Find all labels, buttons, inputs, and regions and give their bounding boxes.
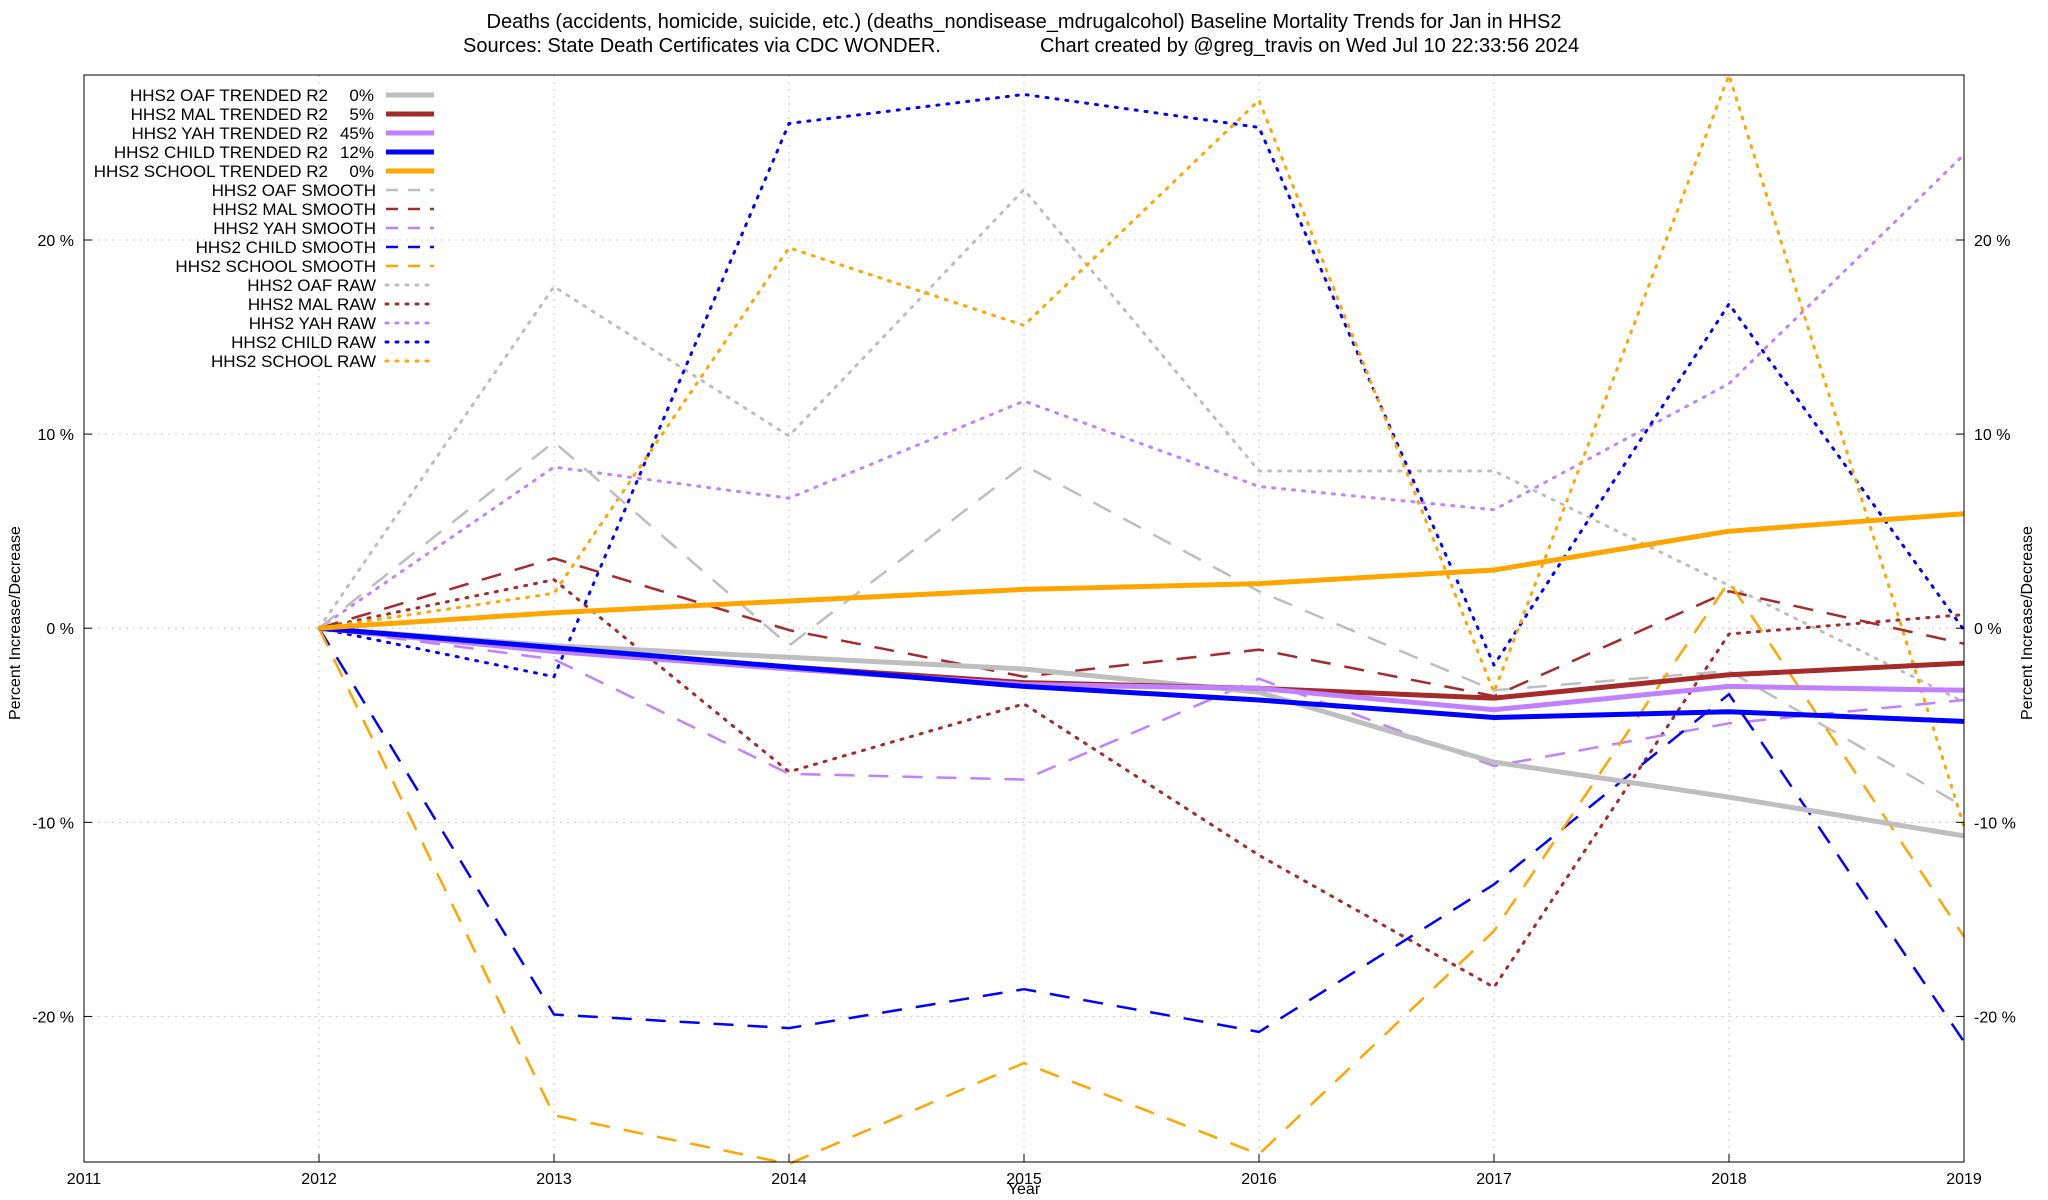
series-line-hhs2-child-smooth (317, 627, 1966, 1043)
legend-r2-value: 5% (349, 105, 374, 124)
y-tick-label-left: -10 % (32, 815, 74, 832)
legend-r2-value: 45% (340, 124, 374, 143)
series-line-hhs2-yah-smooth (318, 626, 1965, 781)
series-line-hhs2-mal-smooth (318, 557, 1965, 698)
y-tick-label-left: 10 % (38, 427, 74, 444)
y-tick-label-right: 0 % (1974, 621, 2002, 638)
legend-r2-value: 12% (340, 143, 374, 162)
legend-label: HHS2 SCHOOL RAW (211, 352, 376, 371)
y-tick-label-right: 20 % (1974, 233, 2010, 250)
y-tick-label-right: 10 % (1974, 427, 2010, 444)
legend-r2-value: 0% (349, 86, 374, 105)
x-axis-label: Year (1008, 1181, 1041, 1198)
y-tick-label-right: -10 % (1974, 815, 2016, 832)
y-tick-label-left: 20 % (38, 233, 74, 250)
legend-label: HHS2 MAL SMOOTH (212, 200, 376, 219)
chart-subtitle-credit: Chart created by @greg_travis on Wed Jul… (1040, 35, 1579, 57)
x-tick-label: 2014 (771, 1171, 807, 1188)
legend: 0% HHS2 OAF TRENDED R2 5% HHS2 MAL TRENDED … (94, 86, 436, 371)
axis-ticks: 2011 2012 2013 2014 2015 2016 2017 2018 2019 -20 … (32, 233, 2016, 1188)
y-tick-label-right: -20 % (1974, 1009, 2016, 1026)
y-tick-label-left: 0 % (46, 621, 74, 638)
series-line-hhs2-yah-raw (317, 153, 1966, 630)
legend-label: HHS2 SCHOOL SMOOTH (175, 257, 376, 276)
y-axis-label-right: Percent Increase/Decrease (2019, 526, 2036, 720)
series-line-hhs2-oaf-trended-r2 (318, 625, 1965, 839)
series-line-hhs2-child-trended-r2 (318, 625, 1965, 724)
legend-label: HHS2 CHILD RAW (231, 333, 376, 352)
legend-label: HHS2 SCHOOL TRENDED R2 (94, 162, 328, 181)
y-axis-label-left: Percent Increase/Decrease (7, 526, 24, 720)
x-tick-label: 2011 (67, 1171, 102, 1188)
legend-label: HHS2 YAH RAW (249, 314, 376, 333)
series-line-hhs2-oaf-raw (317, 188, 1966, 704)
legend-label: HHS2 MAL TRENDED R2 (131, 105, 328, 124)
x-tick-label: 2019 (1946, 1171, 1982, 1188)
x-tick-label: 2012 (301, 1171, 337, 1188)
series-line-hhs2-mal-raw (317, 578, 1966, 989)
legend-r2-value: 0% (349, 162, 374, 181)
x-tick-label: 2013 (536, 1171, 572, 1188)
x-tick-label: 2015 (1006, 1171, 1042, 1188)
legend-label: HHS2 YAH TRENDED R2 (132, 124, 329, 143)
legend-label: HHS2 MAL RAW (248, 295, 376, 314)
legend-label: HHS2 CHILD TRENDED R2 (114, 143, 328, 162)
legend-label: HHS2 OAF TRENDED R2 (130, 86, 328, 105)
series-line-hhs2-school-trended-r2 (318, 511, 1965, 631)
chart-title: Deaths (accidents, homicide, suicide, et… (487, 11, 1562, 33)
series-line-hhs2-child-raw (317, 92, 1966, 679)
x-tick-label: 2016 (1241, 1171, 1277, 1188)
legend-label: HHS2 OAF RAW (247, 276, 376, 295)
legend-label: HHS2 OAF SMOOTH (212, 181, 376, 200)
y-tick-label-left: -20 % (32, 1009, 74, 1026)
legend-label: HHS2 YAH SMOOTH (213, 219, 376, 238)
series-line-hhs2-yah-trended-r2 (318, 625, 1965, 713)
x-tick-label: 2017 (1476, 1171, 1512, 1188)
x-tick-label: 2018 (1711, 1171, 1747, 1188)
series-layer (317, 73, 1966, 1166)
series-line-hhs2-oaf-smooth (318, 440, 1965, 808)
series-line-hhs2-school-smooth (317, 580, 1966, 1166)
chart-subtitle-source: Sources: State Death Certificates via CD… (463, 35, 941, 57)
legend-label: HHS2 CHILD SMOOTH (196, 238, 376, 257)
